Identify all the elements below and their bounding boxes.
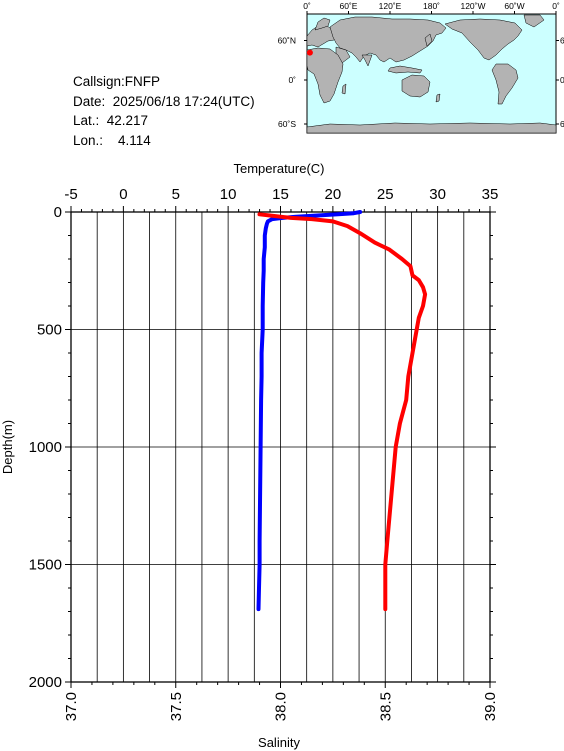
salinity-tick-label: 38.5 bbox=[377, 692, 394, 721]
callsign-text: Callsign:FNFP bbox=[73, 74, 161, 89]
salinity-tick-label: 38.0 bbox=[273, 692, 290, 721]
depth-tick-label: 0 bbox=[54, 204, 62, 221]
salinity-tick-label: 37.5 bbox=[168, 692, 185, 721]
salinity-axis-label: Salinity bbox=[258, 735, 300, 750]
map-lon-label: 60˚E bbox=[340, 1, 358, 11]
station-marker bbox=[306, 49, 313, 56]
temperature-tick-label: 15 bbox=[272, 186, 289, 203]
map-ticks: 0˚ 60˚E 120˚E 180˚ 120˚W 60˚W 0˚ 60˚N 60˚N 0˚ 0˚ 60… bbox=[278, 1, 564, 129]
map-lat-label: 0˚ bbox=[288, 75, 296, 85]
map-lon-label: 60˚W bbox=[504, 1, 524, 11]
depth-axis-label: Depth(m) bbox=[0, 420, 15, 474]
temperature-tick-label: 0 bbox=[119, 186, 127, 203]
station-info: Callsign:FNFP Date: 2025/06/18 17:24(UTC… bbox=[73, 72, 255, 150]
temperature-tick-label: 30 bbox=[429, 186, 446, 203]
land-indonesia bbox=[387, 65, 423, 74]
map-lat-label-right: 60˚S bbox=[560, 119, 564, 129]
salinity-tick-label: 37.0 bbox=[63, 692, 80, 721]
land-north-america bbox=[444, 18, 523, 61]
temperature-tick-label: 35 bbox=[482, 186, 499, 203]
temperature-tick-label: 5 bbox=[172, 186, 180, 203]
map-lon-label: 120˚E bbox=[379, 1, 402, 11]
land-australia bbox=[401, 74, 431, 98]
salinity-profile-line bbox=[257, 212, 428, 612]
salinity-tick-label: 39.0 bbox=[482, 692, 499, 721]
latitude-text: Lat.: 42.217 bbox=[73, 113, 149, 128]
land-asia bbox=[329, 16, 447, 63]
land-india bbox=[361, 54, 373, 67]
land-africa bbox=[306, 47, 344, 104]
temperature-tick-label: 10 bbox=[220, 186, 237, 203]
temperature-axis-label: Temperature(C) bbox=[233, 161, 324, 176]
plot-grid bbox=[70, 211, 491, 683]
depth-tick-label: 500 bbox=[37, 322, 62, 339]
map-lat-label-right: 60˚N bbox=[560, 36, 564, 46]
land-antarctica bbox=[306, 122, 557, 134]
land-japan bbox=[424, 33, 433, 47]
land-south-america bbox=[491, 63, 519, 105]
depth-tick-label: 1500 bbox=[29, 557, 62, 574]
temperature-tick-label: 25 bbox=[377, 186, 394, 203]
temperature-tick-label: -5 bbox=[64, 186, 77, 203]
map-lat-label: 60˚N bbox=[278, 36, 296, 46]
longitude-text: Lon.: 4.114 bbox=[73, 132, 151, 148]
land-scandinavia bbox=[314, 17, 331, 31]
map-lon-label: 0˚ bbox=[552, 1, 560, 11]
plot-frame bbox=[70, 211, 491, 683]
land-greenland bbox=[523, 14, 545, 28]
map-lat-label-right: 0˚ bbox=[560, 75, 564, 85]
date-text: Date: 2025/06/18 17:24(UTC) bbox=[73, 93, 255, 109]
map-lon-label: 120˚W bbox=[460, 1, 485, 11]
temperature-tick-label: 20 bbox=[325, 186, 342, 203]
depth-tick-label: 2000 bbox=[29, 674, 62, 691]
world-map: 0˚ 60˚E 120˚E 180˚ 120˚W 60˚W 0˚ 60˚N 60˚N 0˚ 0˚ 60… bbox=[278, 1, 564, 134]
land-madagascar bbox=[341, 83, 347, 95]
temperature-profile-line bbox=[256, 210, 363, 612]
map-lon-label: 0˚ bbox=[303, 1, 311, 11]
map-lat-label: 60˚S bbox=[278, 119, 296, 129]
map-lon-label: 180˚ bbox=[423, 1, 440, 11]
plot-series bbox=[256, 210, 428, 612]
depth-tick-label: 1000 bbox=[29, 439, 62, 456]
map-land bbox=[306, 14, 557, 134]
land-new-zealand bbox=[435, 93, 441, 103]
